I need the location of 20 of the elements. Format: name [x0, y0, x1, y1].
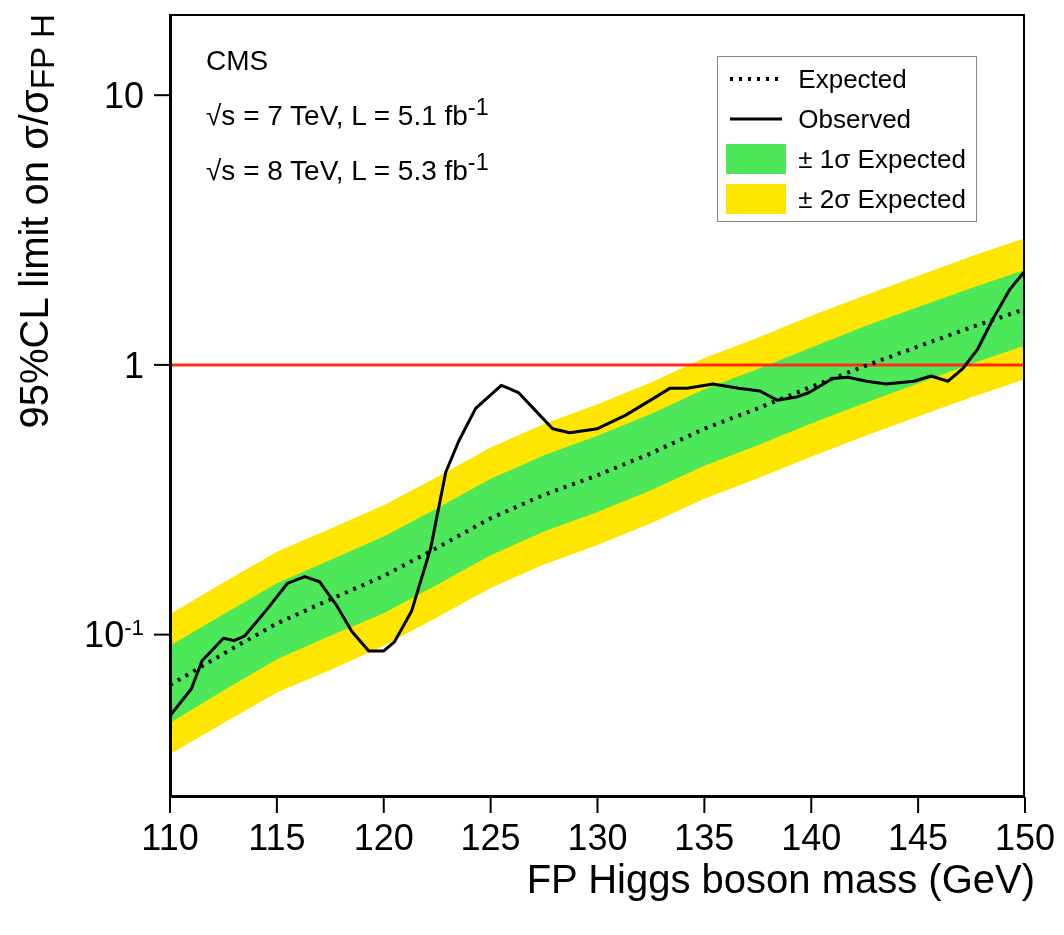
annotation: √s = 8 TeV, L = 5.3 fb$^{-1}$ [206, 148, 489, 189]
x-tick-label: 125 [460, 816, 521, 858]
annotation: CMS [206, 44, 270, 78]
legend-label: Observed [798, 103, 912, 135]
x-tick-label: 130 [567, 816, 628, 858]
legend-label: Expected [798, 63, 907, 95]
x-tick-label: 145 [888, 816, 949, 858]
legend-label: ± 2σ Expected [798, 183, 966, 215]
x-tick-label: 150 [994, 816, 1056, 858]
y-tick-label: 10$^{-1}$ [84, 614, 144, 656]
x-tick-label: 110 [141, 816, 199, 858]
legend-label: ± 1σ Expected [798, 143, 966, 175]
x-tick-label: 140 [781, 816, 842, 858]
x-tick-label: 115 [248, 816, 306, 858]
x-tick-label: 135 [674, 816, 735, 858]
x-axis-title: FP Higgs boson mass (GeV) [526, 857, 1035, 902]
y-tick-label: 10 [103, 74, 144, 116]
y-tick-label: 1 [123, 344, 144, 386]
annotation: √s = 7 TeV, L = 5.1 fb$^{-1}$ [206, 93, 489, 134]
x-tick-label: 120 [353, 816, 414, 858]
